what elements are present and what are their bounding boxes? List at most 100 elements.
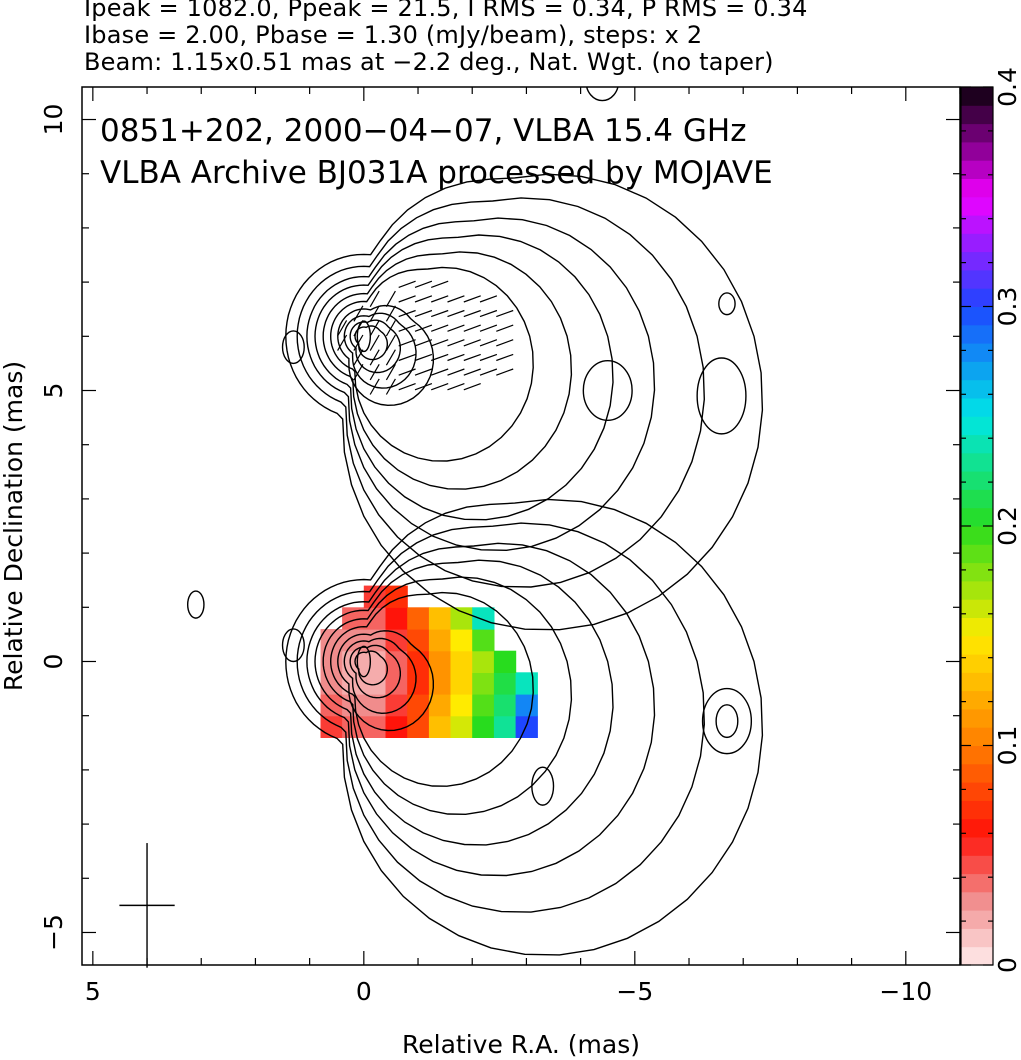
polarization-vector <box>369 378 380 395</box>
map-cell <box>385 629 408 652</box>
polarization-vector <box>414 295 433 303</box>
contour-line <box>531 766 555 806</box>
colorbar-tick-label: 0.4 <box>993 67 1021 107</box>
colorbar-segment <box>961 196 993 216</box>
colorbar-segment <box>961 526 993 545</box>
map-cell <box>363 672 387 695</box>
polarization-vector <box>353 334 364 351</box>
contour-line <box>314 234 614 521</box>
map-cell <box>493 715 517 738</box>
polarization-vector <box>353 364 364 381</box>
colorbar-segment <box>961 123 993 143</box>
colorbar-segment <box>961 873 993 893</box>
map-cell <box>472 715 495 738</box>
polarization-vector <box>479 339 498 347</box>
colorbar-segment <box>961 837 993 856</box>
polarization-vector <box>414 368 433 376</box>
map-cell <box>363 650 387 673</box>
polarization-vector <box>496 309 514 318</box>
polarization-vector <box>463 353 481 362</box>
map-cell <box>472 607 495 630</box>
map-cell <box>407 694 430 717</box>
colorbar-segment <box>961 562 993 582</box>
polarization-vector <box>447 383 465 391</box>
map-cell <box>515 694 538 717</box>
header-line-3: Beam: 1.15x0.51 mas at −2.2 deg., Nat. W… <box>84 48 774 76</box>
map-cell <box>450 715 473 738</box>
colorbar-segment <box>961 946 993 966</box>
colorbar-segment <box>961 580 993 600</box>
polarization-vector <box>398 339 416 347</box>
map-cell <box>363 715 387 738</box>
polarization-vector <box>430 295 449 303</box>
colorbar-segment <box>961 654 993 673</box>
colorbar-segment <box>961 617 993 637</box>
colorbar-segment <box>961 507 993 527</box>
contour-line <box>186 590 205 619</box>
colorbar-segment <box>961 141 993 161</box>
map-cell <box>342 650 365 673</box>
polarization-vector <box>430 383 449 391</box>
colorbar-tick-label: 0 <box>993 957 1021 973</box>
colorbar-tick-label: 0.1 <box>993 726 1021 766</box>
contour-line <box>354 650 388 686</box>
map-cell <box>320 694 343 717</box>
colorbar-tick-label: 0.3 <box>993 287 1021 327</box>
colorbar-segment <box>961 434 993 454</box>
map-cell <box>450 650 473 673</box>
polarization-vector <box>496 368 514 376</box>
map-cell <box>320 650 343 673</box>
colorbar-segment <box>961 361 993 381</box>
colorbar-tick-labels: 0 0.1 0.2 0.3 0.4 <box>993 67 1021 973</box>
polarization-vectors <box>337 280 514 395</box>
polarization-vector <box>430 309 449 318</box>
colorbar-segment <box>961 727 993 746</box>
contour-line <box>296 522 706 913</box>
polarization-vector <box>463 339 481 347</box>
polarization-vector <box>398 295 416 303</box>
polarization-vector <box>479 324 498 332</box>
map-cell <box>407 715 430 738</box>
contour-line <box>329 591 534 787</box>
contour-line <box>349 644 401 699</box>
colorbar-segment <box>961 708 993 728</box>
map-cell <box>428 694 452 717</box>
map-cell <box>407 672 430 695</box>
map-cell <box>385 715 408 738</box>
polarization-vector <box>463 309 481 318</box>
polarization-map <box>320 585 538 738</box>
polarization-vector <box>479 368 498 376</box>
colorbar-ticks <box>961 86 993 966</box>
colorbar-segment <box>961 635 993 655</box>
plot-frame <box>81 86 961 966</box>
map-cell <box>385 672 408 695</box>
x-tick-label: 0 <box>356 977 372 1006</box>
beam-marker <box>119 843 175 968</box>
colorbar-segment <box>961 763 993 783</box>
contour-line <box>329 266 534 462</box>
colorbar-segment <box>961 398 993 417</box>
contour-line <box>314 559 614 846</box>
contour-line <box>715 704 739 739</box>
polarization-vector <box>479 295 498 303</box>
colorbar-segment <box>961 599 993 618</box>
polarization-vector <box>398 280 416 288</box>
colorbar-segment <box>961 910 993 929</box>
colorbar-segment <box>961 452 993 472</box>
contour-line <box>281 330 305 365</box>
polarization-vector <box>398 353 416 362</box>
contour-line <box>349 319 401 374</box>
colorbar-segment <box>961 306 993 326</box>
contour-line <box>343 637 417 715</box>
contour-line <box>322 576 573 816</box>
axis-ticks <box>82 87 961 965</box>
polarization-vector <box>369 364 380 381</box>
polarization-vector <box>430 339 449 347</box>
polarization-vector <box>447 339 465 347</box>
contour-line <box>701 687 753 755</box>
polarization-vector <box>463 324 481 332</box>
polarization-vector <box>430 353 449 362</box>
contour-line <box>281 628 305 663</box>
map-cell <box>385 694 408 717</box>
polarization-vector <box>385 305 396 322</box>
